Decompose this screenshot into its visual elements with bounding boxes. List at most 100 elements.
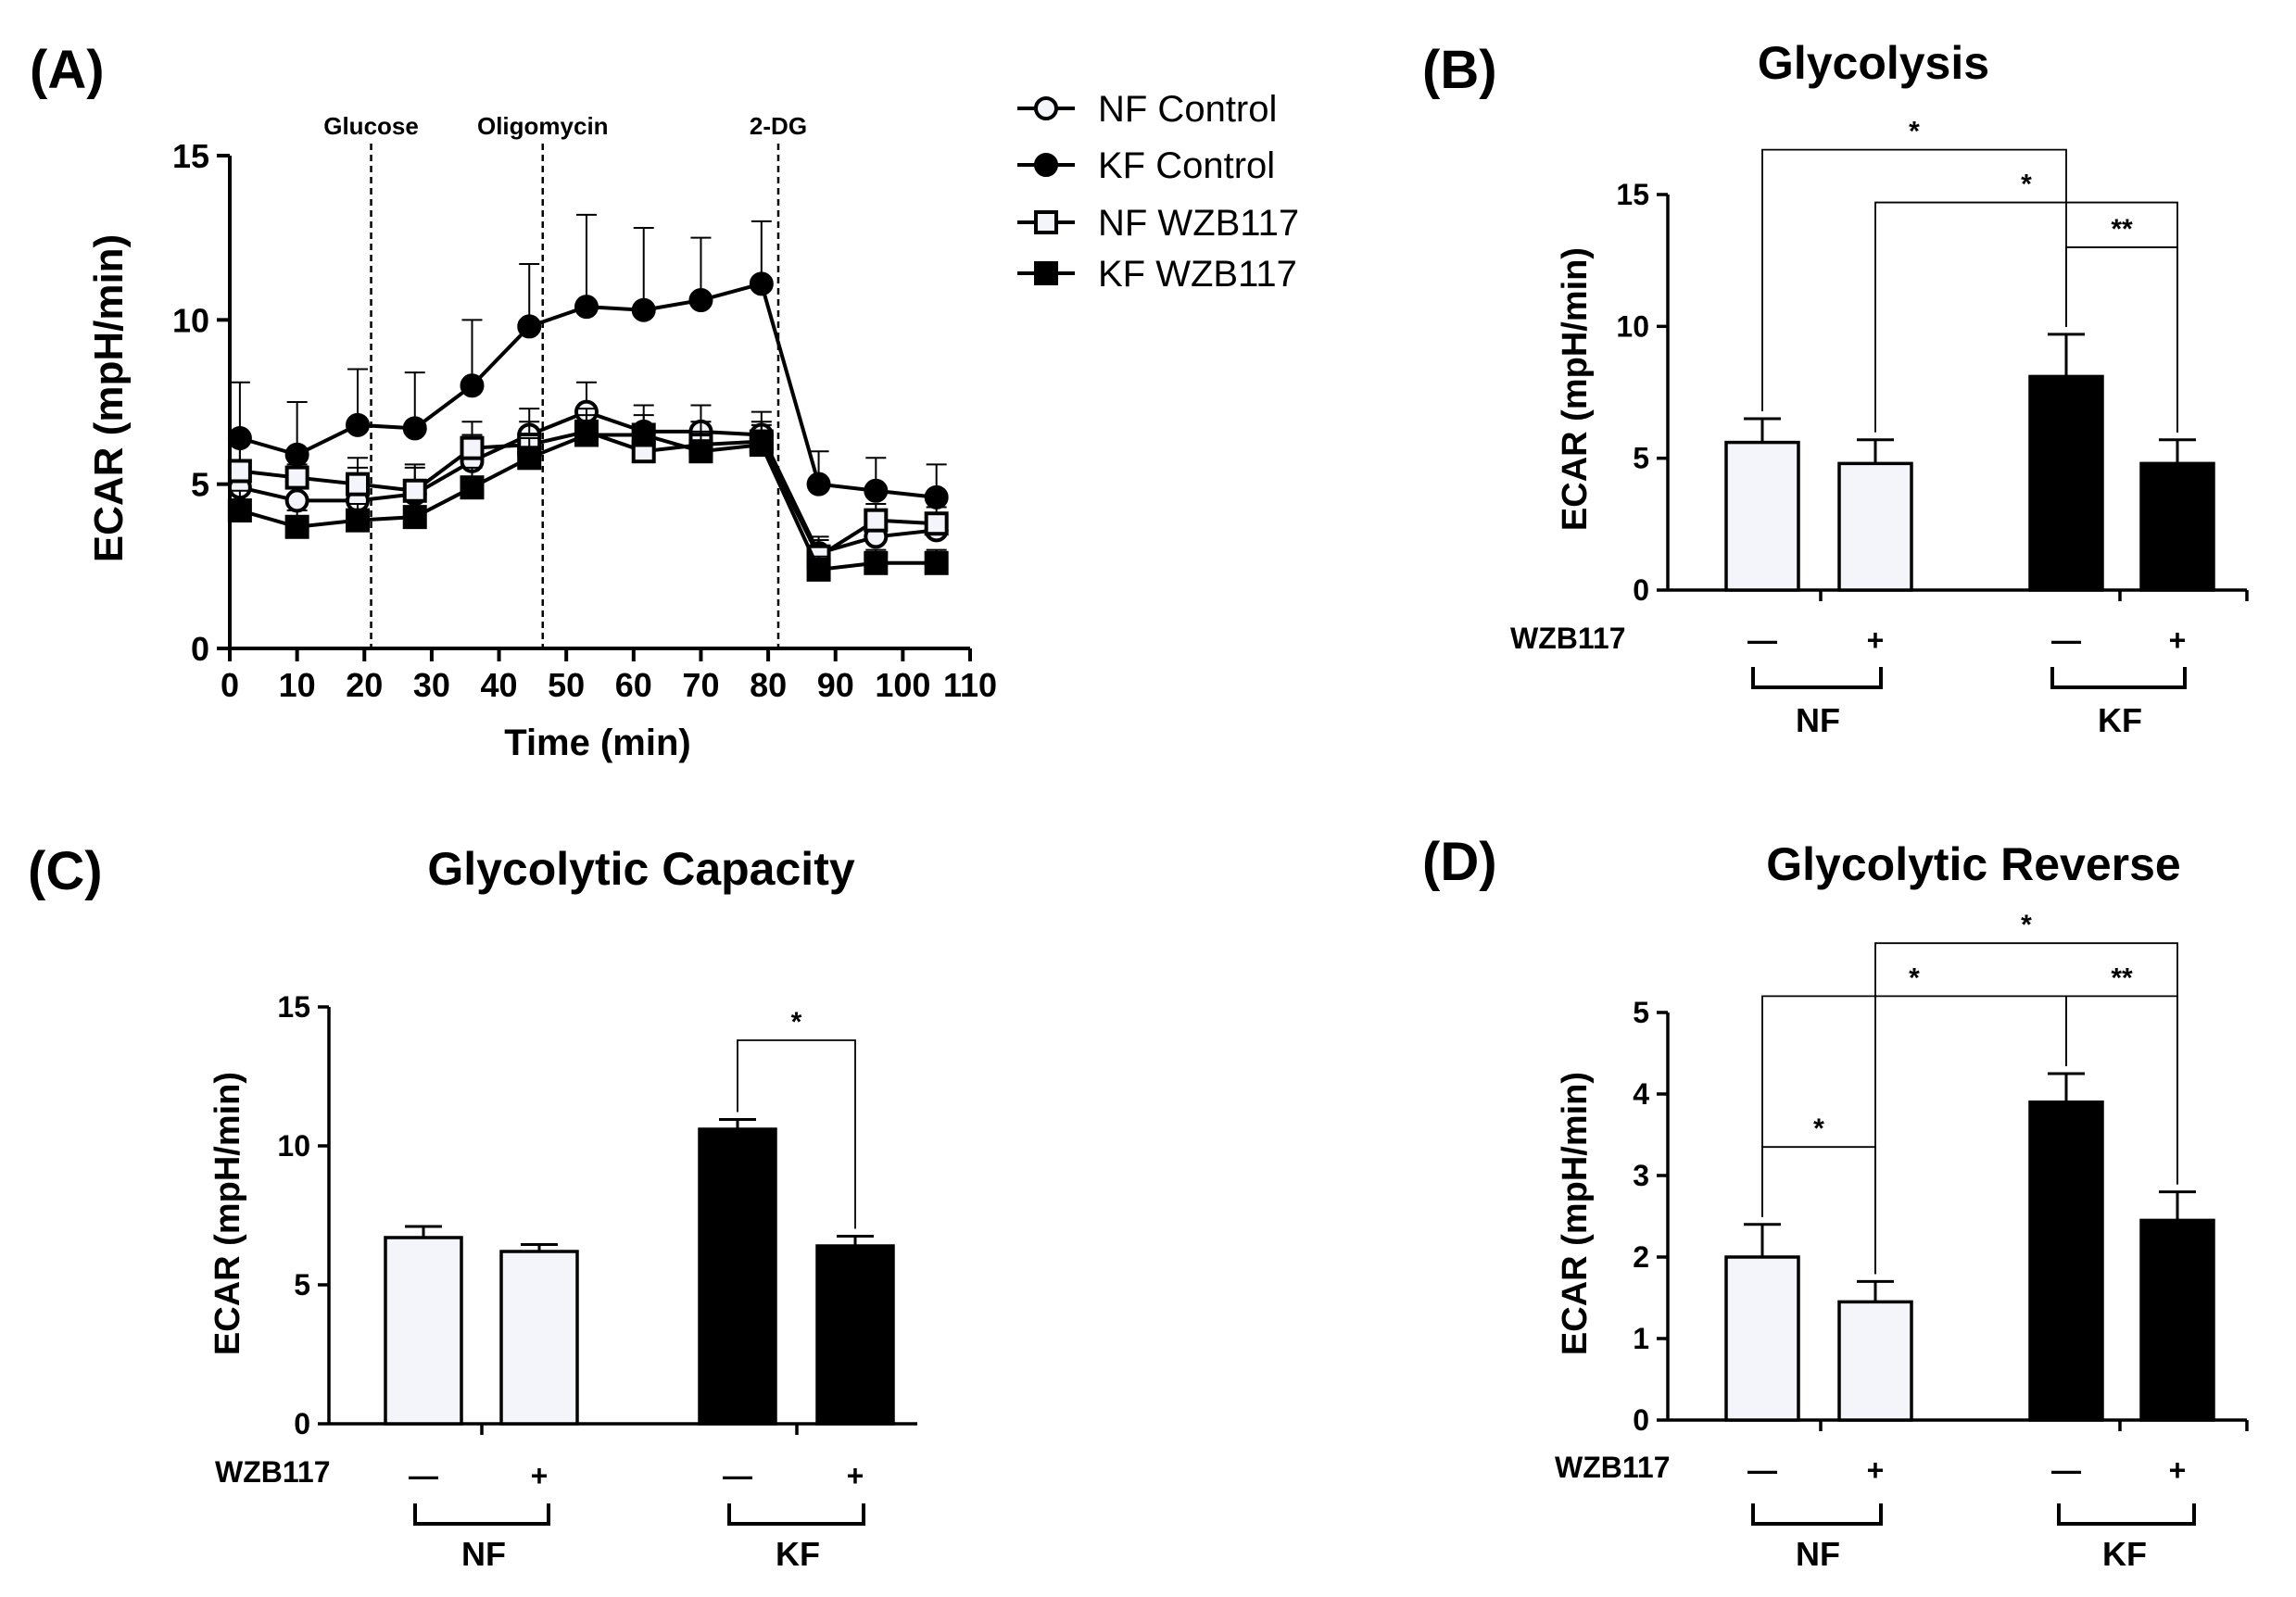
a-point-circle	[631, 297, 656, 322]
a-y-tick-label: 5	[191, 466, 209, 504]
bar-y-tick-label: 10	[1616, 309, 1649, 343]
bar-y-tick-label: 5	[1633, 996, 1649, 1029]
a-event-label: Glucose	[323, 112, 419, 140]
panel-b-ylabel: ECAR (mpH/min)	[1556, 247, 1595, 531]
bar	[1724, 440, 1800, 592]
legend-item-kf-wzb117: KF WZB117	[1017, 254, 1297, 295]
bar-significance-bracket	[2065, 246, 2178, 433]
a-point-square	[864, 508, 889, 533]
a-point-circle	[749, 271, 774, 296]
bar-y-tick-label: 1	[1633, 1322, 1649, 1355]
panel-b-condition-label: WZB117	[1510, 622, 1625, 655]
bar	[2139, 461, 2215, 592]
a-point-square	[924, 550, 949, 575]
panel-c-group-nf: NF	[461, 1535, 506, 1573]
a-point-square	[517, 446, 542, 471]
a-point-square	[346, 508, 371, 533]
bar-y-tick-label: 10	[277, 1129, 310, 1163]
bar-treatment-label: +	[531, 1459, 549, 1492]
a-point-square	[688, 439, 713, 464]
legend: NF Control KF Control NF WZB117 KF WZB11…	[1017, 89, 1299, 295]
bar-treatment-label: +	[1867, 1453, 1885, 1487]
panel-d-group-nf: NF	[1796, 1535, 1840, 1573]
a-point-square	[284, 514, 309, 539]
a-point-circle	[517, 314, 542, 339]
panel-d-title: Glycolytic Reverse	[1766, 838, 2181, 890]
a-series-line	[239, 429, 937, 560]
panel-d-ylabel: ECAR (mpH/min)	[1556, 1072, 1595, 1355]
bar-y-tick-label: 5	[294, 1268, 310, 1301]
a-x-tick-label: 10	[279, 666, 316, 704]
a-point-square	[227, 459, 252, 484]
panel-d-group-kf: KF	[2102, 1535, 2147, 1573]
a-x-tick-label: 100	[875, 666, 930, 704]
bar-significance-bracket	[1761, 1146, 1876, 1275]
bar-treatment-label: +	[2169, 623, 2187, 657]
bar-treatment-label: —	[2051, 1453, 2081, 1487]
legend-marker-filled-square	[1034, 261, 1058, 285]
panel-d: (D) Glycolytic Reverse ECAR (mpH/min) WZ…	[1422, 832, 2249, 1573]
legend-marker-filled-circle	[1034, 153, 1058, 177]
bar-treatment-label: —	[2051, 623, 2081, 657]
a-point-square	[806, 557, 831, 582]
panel-c-title: Glycolytic Capacity	[427, 843, 854, 895]
panel-d-label: (D)	[1422, 832, 1497, 892]
a-y-tick-label: 0	[191, 630, 209, 668]
panel-c-label: (C)	[28, 841, 103, 901]
a-x-tick-label: 110	[943, 666, 997, 704]
bar-group-bracket	[2050, 667, 2187, 689]
panel-a-xlabel: Time (min)	[504, 723, 691, 763]
panel-b: (B) Glycolysis ECAR (mpH/min) WZB117 NF …	[1422, 37, 2249, 739]
a-point-square	[284, 465, 309, 490]
a-x-tick-label: 0	[221, 666, 239, 704]
a-point-square	[460, 435, 485, 460]
panel-b-group-kf: KF	[2098, 701, 2142, 739]
bar	[2028, 374, 2104, 592]
a-point-square	[924, 511, 949, 536]
a-point-square	[227, 498, 252, 523]
panel-c-marks: 0 5 10 15 — + — + *	[277, 990, 917, 1526]
bar-significance-label: **	[2111, 214, 2133, 245]
a-point-square	[864, 550, 889, 575]
a-point-square	[402, 478, 427, 503]
a-point-circle	[402, 416, 427, 441]
bar-group-bracket	[413, 1503, 550, 1526]
a-point-square	[402, 505, 427, 530]
bar-y-tick-label: 15	[1616, 178, 1649, 211]
bar	[499, 1250, 579, 1426]
bar-treatment-label: —	[409, 1459, 438, 1492]
legend-marker-open-circle	[1034, 96, 1058, 120]
bar	[2028, 1100, 2104, 1422]
a-point-circle	[924, 484, 949, 509]
bar-significance-label: *	[1909, 117, 1920, 147]
a-point-square	[749, 433, 774, 458]
panel-a: (A) ECAR (mpH/min) Time (min) 0 5 10 15 0 10 2…	[30, 40, 997, 763]
a-point-circle	[460, 373, 485, 398]
panel-c-group-kf: KF	[776, 1535, 820, 1573]
a-y-tick-label: 15	[172, 137, 209, 175]
bar	[698, 1127, 777, 1426]
bar-significance-bracket	[1761, 995, 2067, 1217]
a-event-label: Oligomycin	[477, 112, 609, 140]
a-x-tick-label: 60	[615, 666, 652, 704]
a-point-circle	[864, 478, 889, 503]
bar	[384, 1236, 463, 1426]
bar-treatment-label: —	[1747, 623, 1777, 657]
bar-y-tick-label: 2	[1633, 1240, 1649, 1274]
bar-significance-bracket	[737, 1039, 856, 1229]
bar-y-tick-label: 4	[1633, 1077, 1649, 1111]
legend-marker-open-square	[1034, 210, 1058, 234]
a-point-square	[574, 422, 599, 447]
legend-label: NF Control	[1098, 89, 1277, 130]
a-point-square	[460, 475, 485, 500]
bar-treatment-label: —	[723, 1459, 752, 1492]
panel-c-ylabel: ECAR (mpH/min)	[208, 1072, 247, 1355]
legend-label: KF Control	[1098, 145, 1275, 186]
bar	[1837, 461, 1913, 592]
legend-label: KF WZB117	[1098, 254, 1297, 295]
a-point-circle	[284, 488, 309, 513]
bar-significance-bracket	[2065, 995, 2178, 1185]
bar-treatment-label: +	[2169, 1453, 2187, 1487]
